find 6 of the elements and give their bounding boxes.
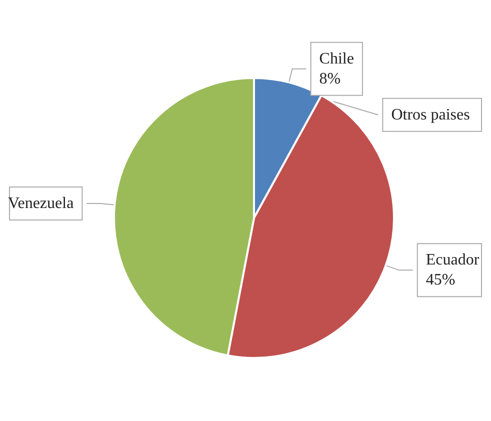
slice-label: Ecuador — [426, 252, 480, 269]
data-label: 8% — [319, 70, 341, 88]
data-label: 45% — [426, 272, 456, 289]
slice-label: Chile — [319, 50, 354, 68]
category-label: Otros paises — [391, 106, 470, 124]
slice-label: Venezuela — [8, 195, 74, 212]
